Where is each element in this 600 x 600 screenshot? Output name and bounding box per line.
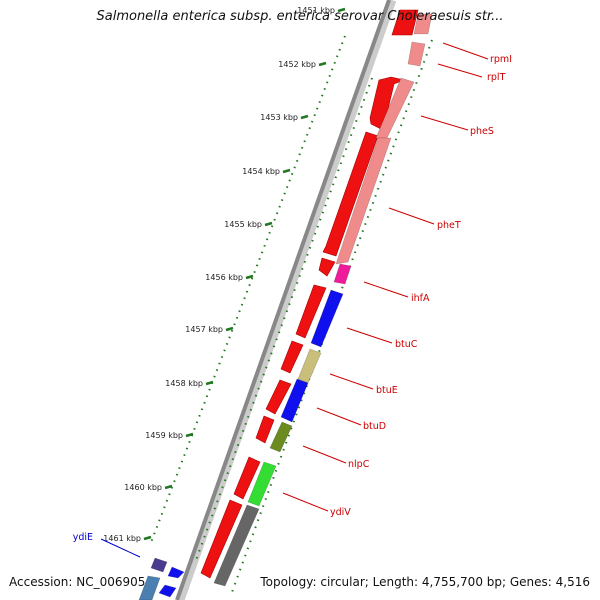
gene-label-leader (282, 492, 329, 512)
gene-label-leader (346, 327, 393, 344)
gene-arrow-red (255, 415, 275, 444)
topology-text: Topology: circular; Length: 4,755,700 bp… (260, 575, 590, 589)
gene-block-steelblue (138, 575, 161, 600)
tick-label: 1452 kbp (278, 60, 316, 69)
tick-mark (318, 61, 327, 67)
gene-label-leader (316, 407, 362, 426)
gene-arrow-red (295, 284, 327, 339)
tick-mark (164, 484, 173, 490)
gene-block-magenta (333, 263, 352, 285)
gene-block-pink (335, 137, 392, 265)
gene-label-ydie: ydiE (73, 532, 93, 543)
gene-label-ihfa: ihfA (411, 293, 430, 304)
tick-mark (282, 168, 291, 174)
gene-arrow-red (233, 456, 261, 500)
gene-label-leader (329, 373, 374, 390)
tick-label: 1461 kbp (103, 534, 141, 543)
gene-label-leader (388, 207, 435, 225)
tick-mark (337, 7, 346, 13)
gene-block-blue (167, 566, 185, 579)
gene-arrow-red (280, 340, 304, 374)
gene-label-leader (437, 63, 483, 78)
gene-label-leader (420, 115, 469, 131)
tick-label: 1453 kbp (260, 113, 298, 122)
tick-label: 1451 kbp (297, 6, 335, 15)
gene-label-btue: btuE (376, 385, 398, 396)
tick-mark (245, 274, 254, 280)
track-dots-left (195, 77, 373, 561)
gene-arrow-red (318, 257, 336, 277)
gene-block-pink (413, 13, 433, 35)
gene-block-pink (407, 41, 426, 67)
tick-mark (225, 326, 234, 332)
backbone-ring (175, 0, 391, 600)
tick-mark (143, 535, 152, 541)
gene-arrow-red (322, 131, 379, 257)
gene-arrow-red (200, 499, 243, 579)
page-title: Salmonella enterica subsp. enterica sero… (96, 9, 504, 24)
gene-label-phet: pheT (437, 220, 461, 231)
gene-label-nlpc: nlpC (348, 459, 370, 470)
tick-mark (205, 380, 214, 386)
gene-label-ydiv: ydiV (330, 507, 351, 518)
gene-block-blue (158, 584, 177, 598)
accession-text: Accession: NC_006905 (9, 575, 146, 589)
tick-mark (264, 221, 273, 227)
backbone-ring-shadow (175, 0, 397, 600)
gene-label-leader (363, 281, 409, 298)
gene-block-blue (310, 289, 344, 348)
gene-block-grey (213, 504, 260, 587)
gene-label-leader (100, 538, 141, 558)
tick-label: 1457 kbp (185, 325, 223, 334)
gene-label-leader (442, 42, 489, 60)
gene-label-leader (302, 445, 347, 464)
gene-arrow-red (391, 9, 419, 36)
gene-label-btuc: btuC (395, 339, 418, 350)
gene-label-rplt: rplT (487, 72, 506, 83)
tick-label: 1459 kbp (145, 431, 183, 440)
gene-block-blue (280, 378, 309, 423)
gene-label-rpmi: rpmI (490, 54, 512, 65)
tick-label: 1456 kbp (205, 273, 243, 282)
tick-mark (300, 114, 309, 120)
gene-block-khaki (297, 348, 322, 384)
tick-label: 1455 kbp (224, 220, 262, 229)
tick-mark (185, 432, 194, 438)
track-dots-right (230, 39, 433, 596)
tick-label: 1460 kbp (124, 483, 162, 492)
gene-block-green (247, 461, 277, 507)
tick-label: 1454 kbp (242, 167, 280, 176)
gene-block-olive (269, 421, 293, 453)
gene-label-phes: pheS (470, 126, 494, 137)
gene-block-purple (150, 557, 168, 573)
tick-label: 1458 kbp (165, 379, 203, 388)
gene-label-btud: btuD (363, 421, 386, 432)
gene-arrow-red (265, 379, 292, 415)
